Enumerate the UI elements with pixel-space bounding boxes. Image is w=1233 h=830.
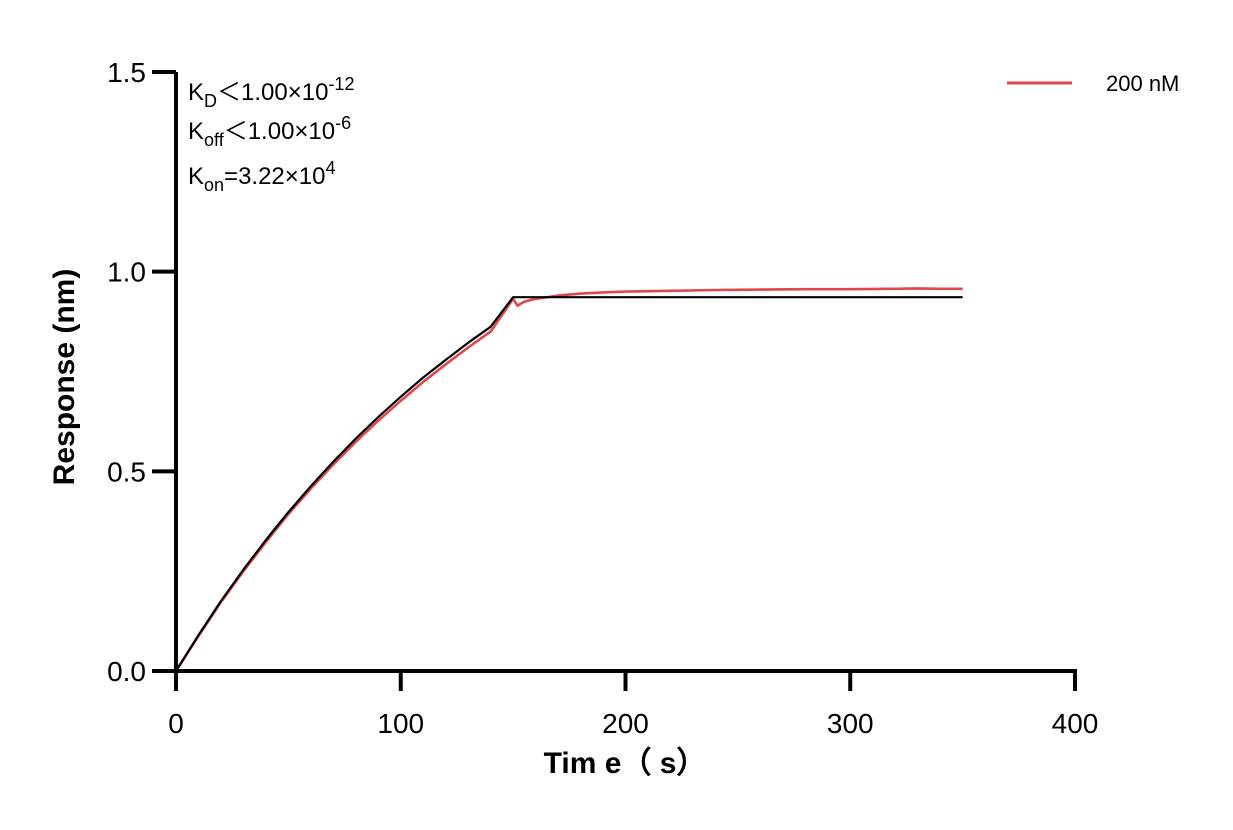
y-tick-label: 0.0	[107, 656, 146, 687]
koff-annotation: Koff＜1.00×10-6	[188, 113, 351, 150]
y-axis-title: Response (nm)	[48, 269, 81, 486]
x-tick-label: 300	[827, 708, 874, 739]
kd-annotation: KD＜1.00×10-12	[188, 74, 354, 111]
x-tick-label: 400	[1052, 708, 1099, 739]
kinetics-annotations: KD＜1.00×10-12 Koff＜1.00×10-6 Kon=3.22×10…	[188, 74, 354, 195]
plot-area	[174, 287, 963, 672]
legend-label: 200 nM	[1106, 71, 1179, 96]
legend: 200 nM	[1007, 71, 1179, 96]
x-axis-title: Tim e（ s）	[544, 746, 707, 780]
x-tick-label: 100	[377, 708, 424, 739]
fit-curve	[175, 296, 963, 672]
x-tick-label: 200	[602, 708, 649, 739]
series-line-200nm	[174, 287, 963, 672]
y-tick-label: 1.0	[107, 257, 146, 288]
y-tick-label: 1.5	[107, 57, 146, 88]
kon-annotation: Kon=3.22×104	[188, 158, 336, 195]
y-tick-label: 0.5	[107, 456, 146, 487]
x-tick-label: 0	[168, 708, 184, 739]
ticks: 0 100 200 300 400 0.0 0.5 1.0 1.5	[107, 57, 1098, 739]
